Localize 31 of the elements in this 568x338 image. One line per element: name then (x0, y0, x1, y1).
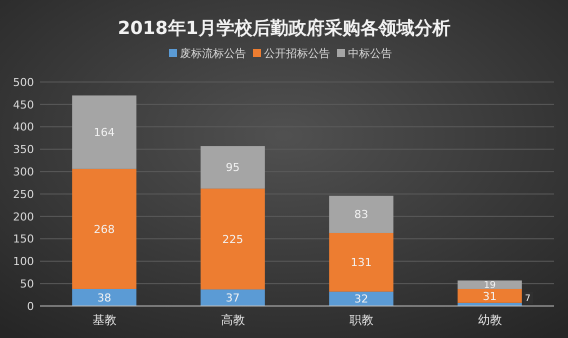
y-tick-label: 350 (13, 143, 34, 156)
y-tick-label: 200 (13, 210, 34, 224)
y-tick-label: 400 (13, 120, 34, 134)
x-tick-label: 幼教 (478, 313, 502, 327)
y-tick-label: 0 (27, 300, 34, 313)
y-tick-label: 300 (13, 165, 34, 178)
y-tick-label: 250 (13, 188, 34, 201)
y-tick-label: 50 (20, 277, 34, 290)
data-label: 32 (354, 292, 368, 306)
y-tick-label: 450 (13, 98, 34, 112)
data-label: 31 (482, 290, 497, 303)
data-label: 7 (524, 294, 531, 304)
legend-label: 中标公告 (348, 47, 392, 60)
data-label: 164 (94, 126, 115, 140)
data-label: 19 (484, 280, 496, 292)
data-label: 37 (226, 292, 240, 305)
legend-label: 公开招标公告 (264, 47, 330, 60)
x-tick-label: 基教 (92, 313, 116, 327)
data-label: 95 (226, 161, 240, 174)
data-label: 131 (350, 256, 372, 270)
x-tick-label: 职教 (349, 313, 374, 327)
y-tick-label: 100 (13, 255, 34, 268)
y-tick-label: 150 (13, 232, 34, 246)
y-tick-label: 500 (13, 76, 34, 89)
data-label: 268 (94, 222, 115, 236)
data-label: 83 (354, 208, 368, 222)
data-label: 225 (222, 232, 244, 246)
legend-label: 废标流标公告 (180, 47, 246, 60)
chart-title: 2018年1月学校后勤政府采购各领域分析 (118, 18, 450, 39)
data-label: 38 (97, 291, 112, 304)
x-tick-label: 高教 (220, 313, 245, 327)
